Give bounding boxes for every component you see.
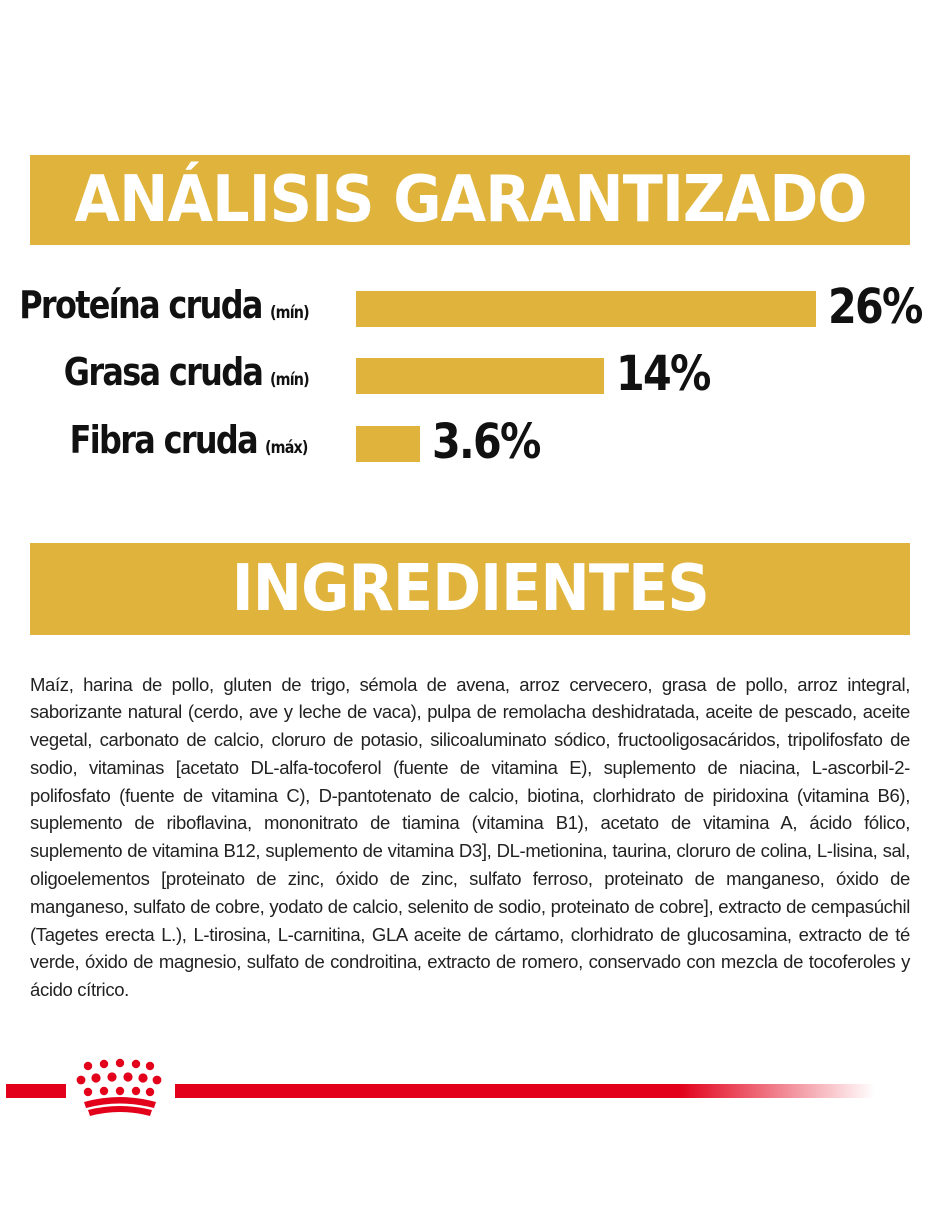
analysis-title: ANÁLISIS GARANTIZADO bbox=[73, 163, 867, 237]
nutrient-qualifier: (mín) bbox=[269, 303, 310, 323]
nutrient-name: Proteína cruda bbox=[19, 283, 263, 327]
analysis-row: Grasa cruda (mín) 14% bbox=[0, 346, 940, 402]
nutrient-bar bbox=[356, 291, 816, 327]
nutrient-value: 3.6% bbox=[432, 414, 541, 470]
footer-line-right bbox=[175, 1084, 875, 1098]
nutrient-qualifier: (máx) bbox=[265, 438, 308, 458]
ingredients-list: Maíz, harina de pollo, gluten de trigo, … bbox=[30, 673, 910, 1001]
analysis-row-label: Grasa cruda (mín) bbox=[26, 350, 316, 400]
analysis-row: Fibra cruda (máx) 3.6% bbox=[0, 414, 940, 470]
footer-line-left bbox=[6, 1084, 66, 1098]
nutrient-bar bbox=[356, 358, 604, 394]
analysis-row: Proteína cruda (mín) 26% bbox=[0, 279, 940, 335]
nutrient-value: 14% bbox=[616, 346, 711, 402]
ingredients-title: INGREDIENTES bbox=[231, 552, 709, 626]
analysis-row-label: Proteína cruda (mín) bbox=[0, 283, 316, 333]
crown-logo-icon bbox=[76, 1058, 162, 1116]
ingredients-banner: INGREDIENTES bbox=[30, 543, 910, 635]
nutrient-name: Grasa cruda bbox=[63, 350, 263, 394]
nutrient-name: Fibra cruda bbox=[70, 418, 259, 462]
analysis-banner: ANÁLISIS GARANTIZADO bbox=[30, 155, 910, 245]
nutrient-bar bbox=[356, 426, 420, 462]
analysis-row-label: Fibra cruda (máx) bbox=[34, 418, 316, 468]
nutrient-value: 26% bbox=[828, 279, 923, 335]
nutrient-qualifier: (mín) bbox=[269, 370, 310, 390]
